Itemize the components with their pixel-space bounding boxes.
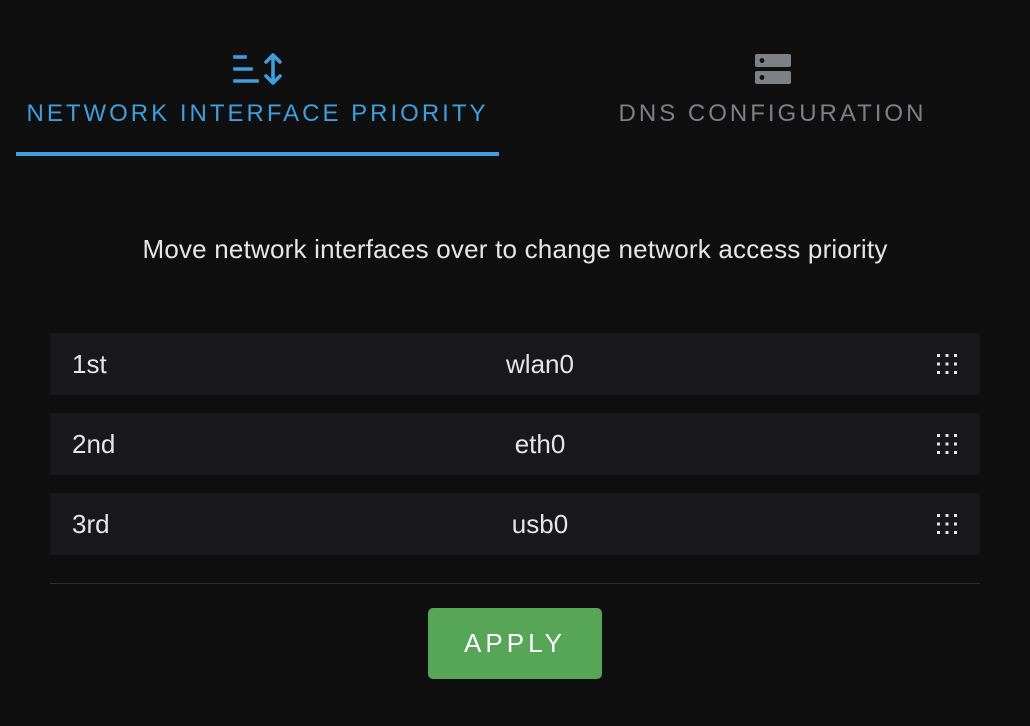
interface-list: 1st wlan0 2nd eth0 bbox=[50, 333, 980, 555]
tab-label: NETWORK INTERFACE PRIORITY bbox=[26, 100, 488, 128]
divider bbox=[50, 583, 980, 584]
apply-button[interactable]: APPLY bbox=[428, 608, 602, 679]
tab-network-interface-priority[interactable]: NETWORK INTERFACE PRIORITY bbox=[0, 40, 515, 156]
tabs-bar: NETWORK INTERFACE PRIORITY DNS CONFIGURA… bbox=[0, 40, 1030, 156]
description-text: Move network interfaces over to change n… bbox=[50, 234, 980, 265]
drag-handle-icon[interactable] bbox=[928, 433, 958, 455]
interface-row[interactable]: 2nd eth0 bbox=[50, 413, 980, 475]
rank-label: 1st bbox=[72, 349, 152, 380]
drag-handle-icon[interactable] bbox=[928, 513, 958, 535]
dns-server-icon bbox=[753, 52, 793, 86]
tab-label: DNS CONFIGURATION bbox=[619, 100, 927, 128]
interface-name: usb0 bbox=[152, 509, 928, 540]
interface-name: eth0 bbox=[152, 429, 928, 460]
interface-row[interactable]: 1st wlan0 bbox=[50, 333, 980, 395]
tab-content: Move network interfaces over to change n… bbox=[0, 156, 1030, 679]
rank-label: 3rd bbox=[72, 509, 152, 540]
drag-handle-icon[interactable] bbox=[928, 353, 958, 375]
footer: APPLY bbox=[50, 608, 980, 679]
settings-panel: NETWORK INTERFACE PRIORITY DNS CONFIGURA… bbox=[0, 0, 1030, 726]
tab-dns-configuration[interactable]: DNS CONFIGURATION bbox=[515, 40, 1030, 156]
rank-label: 2nd bbox=[72, 429, 152, 460]
priority-sort-icon bbox=[233, 52, 283, 86]
interface-row[interactable]: 3rd usb0 bbox=[50, 493, 980, 555]
interface-name: wlan0 bbox=[152, 349, 928, 380]
